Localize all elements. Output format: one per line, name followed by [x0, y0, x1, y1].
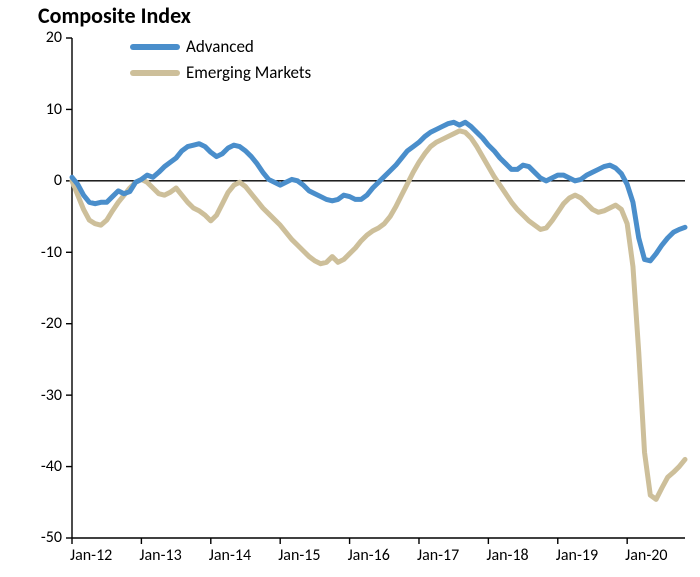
- legend-swatch-advanced: [130, 44, 180, 50]
- legend-swatch-emerging: [130, 70, 180, 76]
- x-tick-label: Jan-12: [70, 546, 112, 565]
- legend-item-advanced: Advanced: [130, 36, 254, 57]
- series-emerging-markets: [72, 131, 685, 500]
- y-tick-label: -40: [41, 457, 62, 476]
- legend-item-emerging: Emerging Markets: [130, 62, 311, 83]
- y-tick-label: -50: [41, 528, 62, 547]
- legend-label-emerging: Emerging Markets: [186, 62, 311, 83]
- x-tick-label: Jan-15: [278, 546, 320, 565]
- y-tick-label: 20: [46, 28, 62, 47]
- composite-index-chart: Composite Index Advanced Emerging Market…: [0, 0, 700, 577]
- x-tick-label: Jan-14: [209, 546, 251, 565]
- y-tick-label: 10: [46, 100, 62, 119]
- y-tick-label: -10: [41, 243, 62, 262]
- series-advanced: [72, 122, 685, 261]
- y-tick-label: -30: [41, 386, 62, 405]
- x-tick-label: Jan-19: [556, 546, 598, 565]
- chart-plot-area: [0, 0, 700, 577]
- y-tick-label: 0: [54, 171, 62, 190]
- x-tick-label: Jan-20: [625, 546, 667, 565]
- x-tick-label: Jan-17: [417, 546, 459, 565]
- x-tick-label: Jan-16: [348, 546, 390, 565]
- y-tick-label: -20: [41, 314, 62, 333]
- x-tick-label: Jan-18: [486, 546, 528, 565]
- legend-label-advanced: Advanced: [186, 36, 254, 57]
- x-tick-label: Jan-13: [139, 546, 181, 565]
